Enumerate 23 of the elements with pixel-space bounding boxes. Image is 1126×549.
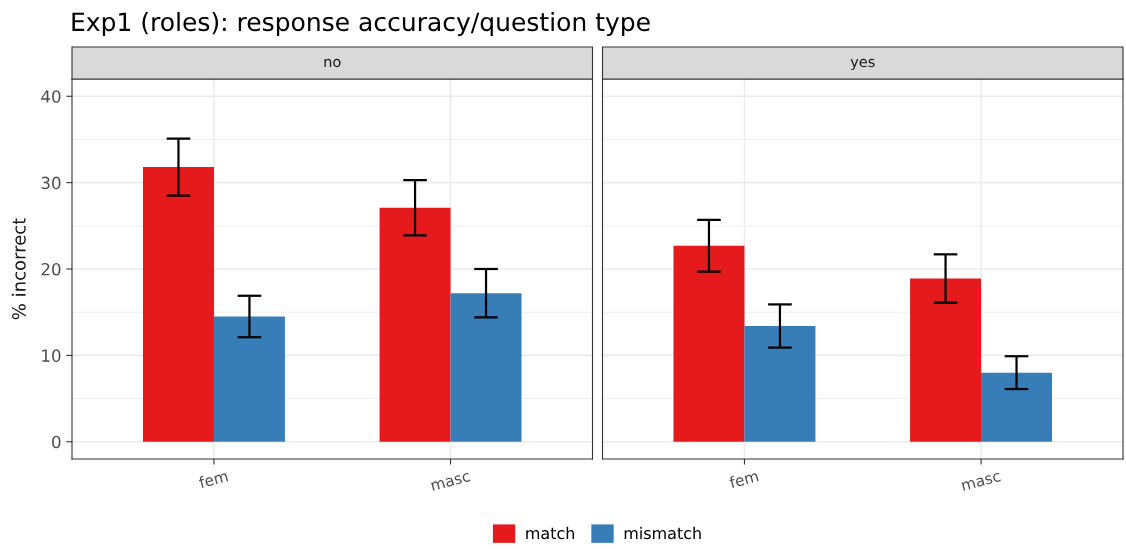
y-tick-label: 10 (42, 349, 61, 362)
y-axis-title: % incorrect (11, 218, 26, 320)
chart-subtitle: yes (850, 58, 875, 71)
bar (450, 293, 522, 442)
y-tick-label: 30 (41, 176, 61, 190)
bar (744, 326, 816, 442)
chart-title: Exp1 (roles): response accuracy/question type (72, 11, 650, 37)
bar (981, 372, 1053, 442)
x-tick-label: fem (728, 469, 759, 489)
bar (379, 207, 451, 442)
bar (142, 167, 214, 442)
x-tick-label: masc (431, 472, 471, 491)
legend-label: mismatch (624, 526, 701, 540)
x-tick-label: fem (198, 469, 229, 489)
y-tick-label: 0 (52, 435, 61, 449)
y-tick-label: 20 (41, 262, 61, 276)
bar (673, 245, 745, 442)
bar (213, 316, 285, 442)
bar (910, 278, 982, 442)
chart-subtitle: no (324, 58, 341, 68)
x-tick-label: masc (961, 472, 1001, 491)
y-tick-label: 40 (41, 90, 61, 103)
legend-label: match (526, 526, 574, 540)
